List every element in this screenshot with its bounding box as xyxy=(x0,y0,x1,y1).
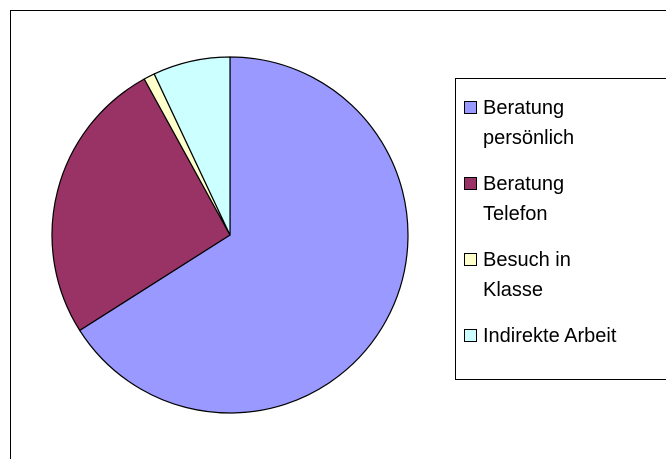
legend-swatch xyxy=(464,101,477,114)
legend-label: Beratung persönlich xyxy=(483,97,575,149)
pie-slice xyxy=(51,78,231,332)
legend-swatch xyxy=(464,253,477,266)
pie-slice xyxy=(153,56,231,236)
legend: Beratung persönlich Beratung Telefon Besuc… xyxy=(455,78,666,380)
legend-swatch xyxy=(464,177,477,190)
legend-item: Beratung Telefon xyxy=(464,169,666,229)
legend-item: Indirekte Arbeit xyxy=(464,321,666,351)
legend-label: Beratung Telefon xyxy=(483,173,565,225)
legend-label: Besuch in Klasse xyxy=(483,249,571,301)
legend-item: Beratung persönlich xyxy=(464,93,666,153)
pie-slice xyxy=(78,56,409,414)
chart-frame xyxy=(10,10,666,459)
legend-swatch xyxy=(464,329,477,342)
legend-label: Indirekte Arbeit xyxy=(483,325,617,347)
legend-item: Besuch in Klasse xyxy=(464,245,666,305)
